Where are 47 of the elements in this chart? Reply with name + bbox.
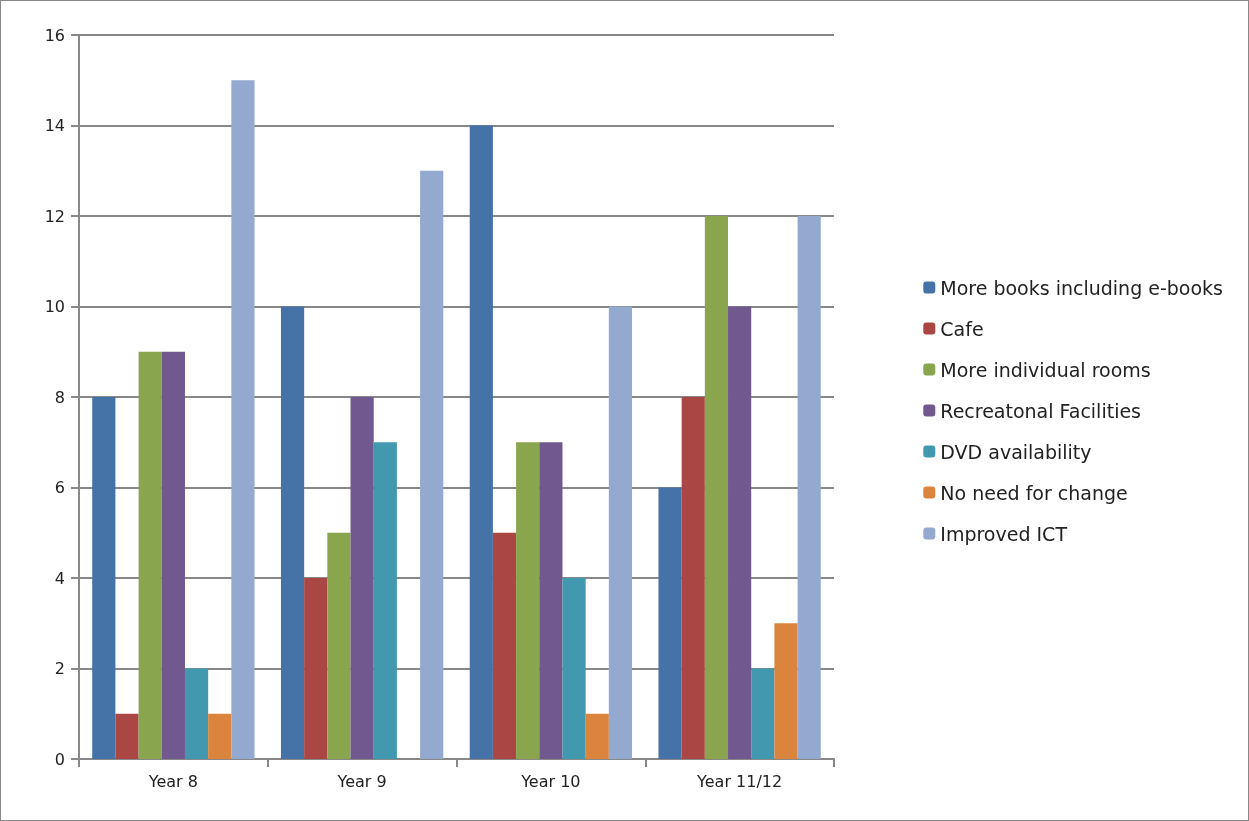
legend-label: DVD availability <box>940 440 1092 463</box>
y-tick-label: 14 <box>44 116 65 135</box>
bar <box>774 623 798 759</box>
legend-label: Cafe <box>940 317 984 340</box>
y-tick-label: 10 <box>44 297 65 316</box>
legend-label: More books including e-books <box>940 276 1223 299</box>
bar <box>350 397 374 759</box>
bar <box>562 578 586 759</box>
x-tick-label: Year 9 <box>336 771 387 791</box>
bar <box>161 351 185 759</box>
bar <box>704 216 729 759</box>
bar <box>728 306 752 759</box>
bar <box>420 170 444 759</box>
y-tick-label: 4 <box>54 568 65 588</box>
bar <box>608 306 633 759</box>
bar <box>539 442 563 759</box>
bar <box>304 578 328 759</box>
bar <box>516 442 540 759</box>
bar <box>585 713 609 759</box>
bar <box>681 397 705 759</box>
bar <box>751 668 775 759</box>
legend-label: Recreatonal Facilities <box>940 399 1141 422</box>
bar <box>373 442 397 759</box>
x-tick-label: Year 8 <box>147 771 198 791</box>
legend-label: Improved ICT <box>940 522 1068 545</box>
bar <box>184 668 209 759</box>
legend-label: No need for change <box>940 481 1128 504</box>
bar <box>208 713 232 759</box>
y-tick-label: 6 <box>54 478 65 497</box>
bar <box>492 532 517 759</box>
x-tick-label: Year 10 <box>520 771 581 791</box>
y-tick-label: 0 <box>54 749 65 769</box>
bar <box>138 351 162 759</box>
bar <box>92 397 116 759</box>
legend-label: More individual rooms <box>940 358 1151 381</box>
bar <box>327 532 351 759</box>
bar <box>280 306 305 759</box>
y-tick-label: 8 <box>54 387 65 407</box>
x-tick-label: Year 11/12 <box>696 771 783 791</box>
bar <box>658 487 682 759</box>
y-tick-label: 16 <box>44 25 65 45</box>
bar <box>469 125 493 759</box>
bar <box>797 216 821 759</box>
y-tick-label: 2 <box>54 659 65 678</box>
bar <box>231 80 255 759</box>
bar <box>115 713 139 759</box>
y-tick-label: 12 <box>44 206 65 226</box>
